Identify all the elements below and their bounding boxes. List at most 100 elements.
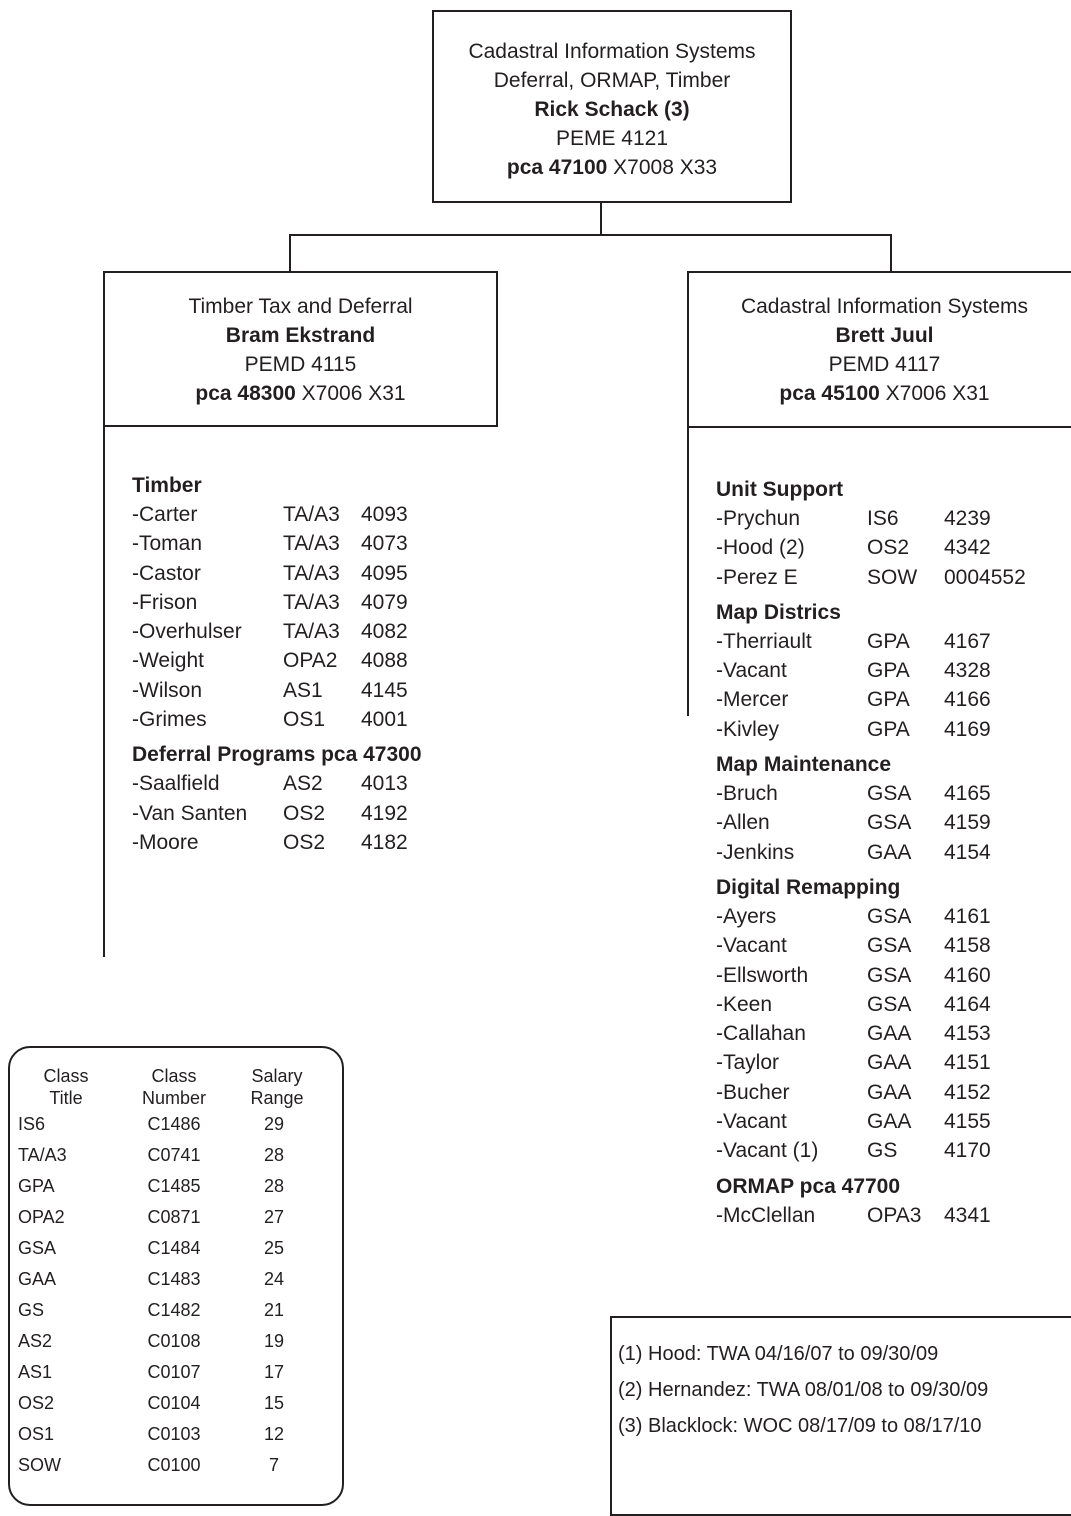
salary-range-cell: 15: [263, 1393, 285, 1413]
list-item: -Ellsworth GSA 4160: [716, 961, 1026, 990]
class-number-cell: C1485: [147, 1176, 201, 1196]
class-title-cell: OS2: [18, 1393, 55, 1413]
section-title: Digital Remapping: [716, 875, 901, 899]
list-item: -Jenkins GAA 4154: [716, 838, 1026, 867]
note-line: (2) Hernandez: TWA 08/01/08 to 09/30/09: [618, 1379, 989, 1401]
salary-range-cell: 19: [263, 1331, 285, 1351]
staff-class: AS1: [283, 678, 323, 702]
staff-number: 4166: [944, 688, 991, 712]
staff-number: 4328: [944, 659, 991, 683]
staff-name: -Ellsworth: [716, 963, 809, 987]
staff-name: -Moore: [132, 830, 199, 854]
legend-header-number: Class Number: [122, 1065, 226, 1109]
right-column-line: [687, 426, 689, 716]
staff-class: GPA: [867, 717, 910, 741]
salary-range-cell: 24: [263, 1269, 285, 1289]
staff-class: GSA: [867, 992, 912, 1016]
list-item: -Van Santen OS2 4192: [132, 799, 422, 828]
note-line: (3) Blacklock: WOC 08/17/09 to 08/17/10: [618, 1415, 982, 1437]
staff-number: 4160: [944, 963, 991, 987]
staff-class: GAA: [867, 840, 912, 864]
staff-number: 4167: [944, 629, 991, 653]
top-box-line2: Deferral, ORMAP, Timber: [493, 69, 731, 92]
list-item: -Saalfield AS2 4013: [132, 769, 422, 798]
staff-name: -Frison: [132, 590, 198, 614]
staff-class: GSA: [867, 934, 912, 958]
staff-class: OPA3: [867, 1203, 922, 1227]
header-line: Class: [43, 1066, 89, 1086]
staff-class: GSA: [867, 963, 912, 987]
section-title: ORMAP pca 47700: [716, 1174, 901, 1198]
left-box-position: PEMD 4115: [244, 353, 357, 376]
connector-right-down: [890, 234, 892, 273]
salary-range-cell: 29: [263, 1114, 285, 1134]
staff-name: -Ayers: [716, 904, 777, 928]
staff-name: -Allen: [716, 811, 770, 835]
list-item: -Kivley GPA 4169: [716, 715, 1026, 744]
right-box-pca-label: pca 45100: [779, 382, 880, 405]
staff-number: 4001: [361, 708, 408, 732]
right-box-title: Cadastral Information Systems: [740, 295, 1029, 318]
staff-section: Digital Remapping -Ayers GSA 4161 -Vacant G…: [716, 873, 1026, 1166]
header-line: Salary: [251, 1066, 303, 1086]
class-title-cell: AS1: [18, 1362, 53, 1382]
staff-number: 4158: [944, 934, 991, 958]
top-box-pca-label: pca 47100: [506, 156, 608, 179]
table-row: AS1 C0107 17: [10, 1357, 342, 1388]
staff-number: 4145: [361, 678, 408, 702]
list-item: -Vacant GSA 4158: [716, 931, 1026, 960]
list-item: -Vacant (1) GS 4170: [716, 1136, 1026, 1165]
class-number-cell: C0871: [147, 1207, 201, 1227]
staff-class: TA/A3: [283, 561, 340, 585]
staff-class: GS: [867, 1139, 898, 1163]
note-line: (1) Hood: TWA 04/16/07 to 09/30/09: [618, 1343, 939, 1365]
class-number-cell: C0103: [147, 1424, 201, 1444]
class-legend-table: Class Title Class Number Salary Range IS6 C1…: [8, 1046, 344, 1506]
staff-section: Unit Support -Prychun IS6 4239 -Hood (2) OS…: [716, 475, 1026, 592]
header-line: Range: [250, 1088, 304, 1108]
list-item: -Toman TA/A3 4073: [132, 529, 422, 558]
staff-name: -McClellan: [716, 1203, 816, 1227]
class-number-cell: C1484: [147, 1238, 201, 1258]
class-title-cell: GAA: [18, 1269, 57, 1289]
legend-header-range: Salary Range: [226, 1065, 328, 1109]
staff-class: OS1: [283, 708, 326, 732]
staff-class: GSA: [867, 904, 912, 928]
salary-range-cell: 28: [263, 1145, 285, 1165]
list-item: -Keen GSA 4164: [716, 990, 1026, 1019]
section-title: Map Maintenance: [716, 753, 892, 777]
left-box-pca: pca 48300 X7006 X31: [105, 379, 496, 408]
top-box-pca: pca 47100 X7008 X33: [434, 153, 790, 182]
staff-class: AS2: [283, 772, 323, 796]
staff-name: -Van Santen: [132, 801, 248, 825]
list-item: -Frison TA/A3 4079: [132, 588, 422, 617]
staff-name: -Overhulser: [132, 620, 242, 644]
staff-number: 4153: [944, 1022, 991, 1046]
header-line: Class: [151, 1066, 197, 1086]
staff-name: -Vacant (1): [716, 1139, 819, 1163]
staff-name: -Weight: [132, 649, 204, 673]
staff-number: 4155: [944, 1110, 991, 1134]
list-item: -Allen GSA 4159: [716, 808, 1026, 837]
staff-class: GAA: [867, 1022, 912, 1046]
staff-number: 4161: [944, 904, 991, 928]
salary-range-cell: 21: [263, 1300, 285, 1320]
staff-class: GAA: [867, 1051, 912, 1075]
staff-name: -Prychun: [716, 507, 801, 530]
list-item: -Therriault GPA 4167: [716, 627, 1026, 656]
staff-section: Timber -Carter TA/A3 4093 -Toman TA/A3 4073 …: [132, 471, 422, 734]
class-number-cell: C0108: [147, 1331, 201, 1351]
staff-name: -Castor: [132, 561, 201, 585]
staff-number: 4152: [944, 1080, 991, 1104]
class-title-cell: SOW: [18, 1455, 61, 1475]
list-item: -Hood (2) OS2 4342: [716, 533, 1026, 562]
staff-class: TA/A3: [283, 590, 340, 614]
list-item: -Carter TA/A3 4093: [132, 500, 422, 529]
staff-name: -Saalfield: [132, 772, 220, 796]
list-item: -Vacant GAA 4155: [716, 1107, 1026, 1136]
top-manager-box: Cadastral Information Systems Deferral, …: [432, 10, 792, 203]
class-title-cell: OS1: [18, 1424, 55, 1444]
right-box-pca: pca 45100 X7006 X31: [689, 379, 1071, 408]
top-box-line1: Cadastral Information Systems: [468, 40, 756, 63]
list-item: -Perez E SOW 0004552: [716, 563, 1026, 592]
